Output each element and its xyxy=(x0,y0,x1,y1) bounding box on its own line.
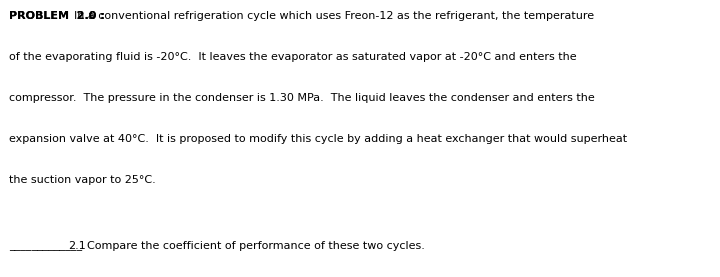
Text: expansion valve at 40°C.  It is proposed to modify this cycle by adding a heat e: expansion valve at 40°C. It is proposed … xyxy=(9,134,628,144)
Text: PROBLEM  2.0 :: PROBLEM 2.0 : xyxy=(9,11,109,21)
Text: Compare the coefficient of performance of these two cycles.: Compare the coefficient of performance o… xyxy=(86,241,424,251)
Text: the suction vapor to 25°C.: the suction vapor to 25°C. xyxy=(9,175,156,185)
Text: of the evaporating fluid is -20°C.  It leaves the evaporator as saturated vapor : of the evaporating fluid is -20°C. It le… xyxy=(9,52,577,62)
Text: compressor.  The pressure in the condenser is 1.30 MPa.  The liquid leaves the c: compressor. The pressure in the condense… xyxy=(9,93,595,103)
Text: _____________: _____________ xyxy=(9,241,83,251)
Text: In a conventional refrigeration cycle which uses Freon-12 as the refrigerant, th: In a conventional refrigeration cycle wh… xyxy=(73,11,594,21)
Text: 2.1: 2.1 xyxy=(68,241,86,251)
Text: PROBLEM  2.0 :: PROBLEM 2.0 : xyxy=(9,11,109,21)
